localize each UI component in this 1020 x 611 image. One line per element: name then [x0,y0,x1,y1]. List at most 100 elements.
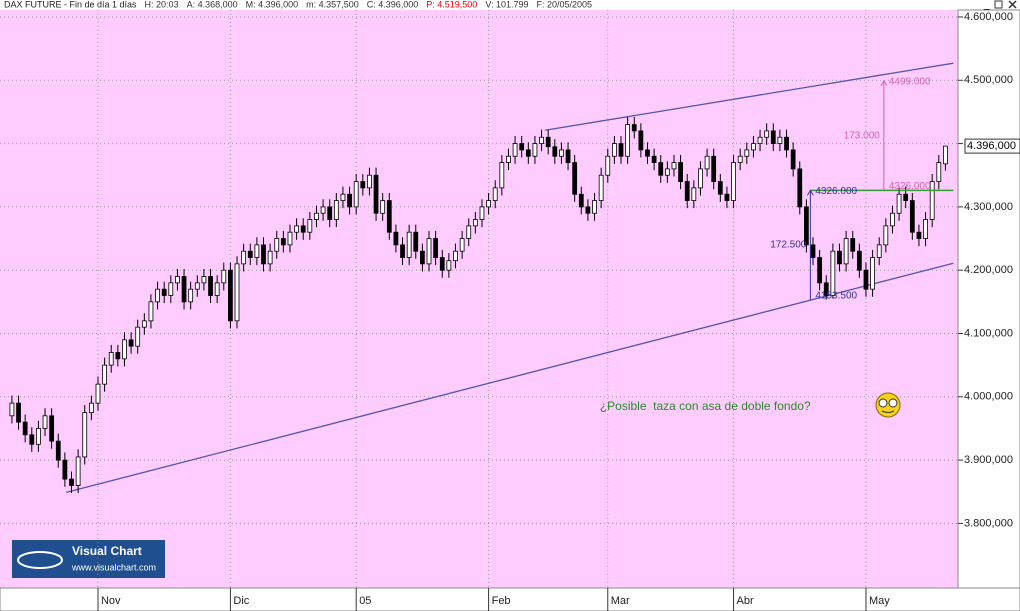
y-tick-label: 4.000,000 [964,391,1013,403]
candle-body [770,130,776,144]
header-field: C: 4.396,000 [367,0,419,9]
candle-body [711,155,717,182]
smiley-eye [888,398,898,408]
measure-arrow [806,189,814,196]
candle-body [261,244,266,265]
measure-from-label: 4326.000 [889,181,931,192]
header-field: V: 101.799 [485,0,528,9]
candle-body [75,456,81,486]
candle-body [413,231,419,252]
header-field: F: 20/05/2005 [537,0,593,9]
logo-url: www.visualchart.com [71,562,156,572]
candle-body [386,200,392,233]
candle-body [122,339,127,360]
candle-body [737,155,743,163]
minimize-button[interactable]: _ [983,0,990,11]
candle-body [943,145,948,165]
candle-body [810,244,816,258]
x-tick-label: Abr [737,595,754,607]
smiley-mouth [881,410,895,413]
candle-body [181,276,187,303]
candle-body [367,174,372,189]
candle-body [148,301,154,322]
candle-body [909,200,915,233]
header-field: P: 4.519,500 [426,0,477,9]
candle-body [406,231,412,258]
y-tick-label: 3.800,000 [964,517,1013,529]
candle-body [22,421,28,436]
close-button[interactable] [1008,0,1017,9]
x-axis-panel [0,587,1020,611]
candle-body [314,212,319,220]
smiley [875,392,901,418]
candle-body [486,200,491,208]
candle-body [241,250,247,265]
candle-body [333,200,339,220]
candle-body [804,206,809,246]
candle-body [353,181,359,208]
candle-body [62,459,68,480]
y-tick-label: 4.100,000 [964,327,1013,339]
candle-body [294,225,299,233]
candle-body [135,326,141,347]
candle-body [95,383,101,404]
candle-body [380,200,386,214]
candle-body [658,162,664,176]
y-tick-label: 3.900,000 [964,454,1013,466]
measure-to-label: 4499.000 [889,77,931,88]
window-controls[interactable]: _ [983,0,1017,11]
candle-body [559,149,564,157]
candle-body [29,434,35,445]
measure-diff-label: 173.000 [844,131,881,142]
candle-body [856,250,862,271]
candle-body [631,124,637,132]
candle-body [194,282,200,290]
candle-body [817,257,823,284]
last-price-box [964,138,1020,154]
candle-body [532,143,538,157]
candle-body [598,174,604,201]
candle-body [340,193,346,201]
measure-diff-label: 172.500 [770,240,807,251]
candle-body [936,162,942,182]
y-tick-label: 4.200,000 [964,264,1013,276]
candle-body [863,269,869,290]
candle-body [453,250,458,262]
candle-body [585,206,591,214]
header-field: A: 4.368,000 [187,0,238,9]
candle-body [439,257,445,271]
candle-body [691,187,697,201]
candle-body [433,238,439,258]
candle-body [141,320,147,328]
candle-body [400,244,405,258]
maximize-button[interactable] [994,0,1003,9]
candle-body [784,136,789,151]
candle-body [651,155,657,163]
candle-body [69,478,74,486]
candle-body [592,200,597,214]
candle-body [777,136,783,144]
annotation: ¿Posible taza con asa de doble fondo? [600,399,811,413]
candle-body [426,238,432,265]
candle-body [704,155,710,170]
candle-body [36,428,41,445]
header-field: M: 4.396,000 [246,0,299,9]
header-field: H: 20:03 [145,0,179,9]
candle-body [843,238,849,265]
candle-body [247,250,253,258]
candle-body [373,174,379,214]
y-axis-panel [957,9,1020,589]
candle-body [466,225,472,239]
candle-body [360,181,366,189]
candle-body [307,219,313,233]
candle-body [790,149,796,170]
measure-arrow [880,79,888,87]
candle-body [459,238,465,252]
candle-body [870,257,875,290]
candle-body [751,143,756,151]
candle-body [420,250,425,265]
candle-body [618,143,624,157]
logo-box [12,540,165,578]
